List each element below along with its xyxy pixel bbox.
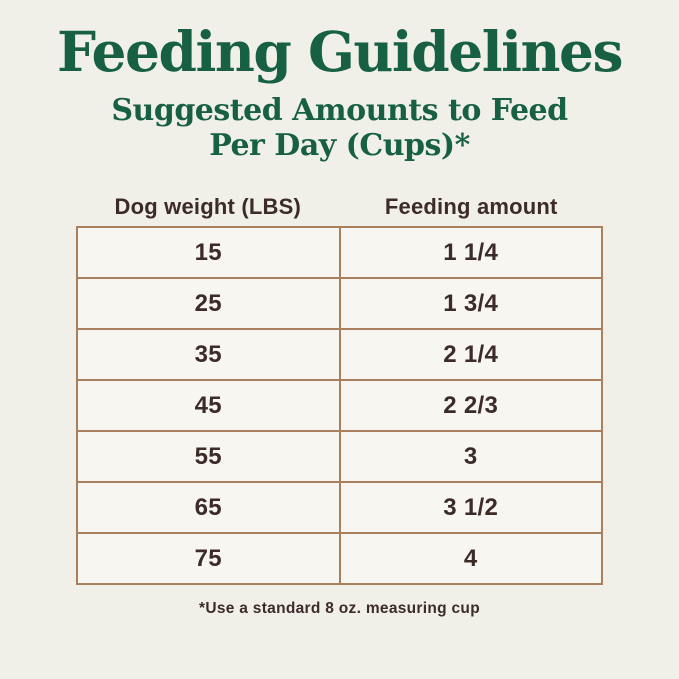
column-header-feeding-amount: Feeding amount <box>384 194 558 220</box>
dog-weight-cell: 15 <box>76 226 341 280</box>
feeding-amount-cell: 2 1/4 <box>338 328 603 382</box>
feeding-amount-cell: 1 1/4 <box>338 226 603 280</box>
table-column-headers: Dog weight (LBS) Feeding amount <box>76 194 603 220</box>
dog-weight-cell: 65 <box>76 481 341 535</box>
dog-weight-cell: 25 <box>76 277 341 331</box>
page-subtitle: Suggested Amounts to Feed Per Day (Cups)… <box>0 94 679 163</box>
dog-weight-cell: 45 <box>76 379 341 433</box>
feeding-table: 15 1 1/4 25 1 3/4 35 2 1/4 45 2 2/3 55 3 65 3 1/2 75… <box>76 226 603 586</box>
table-row: 65 3 1/2 <box>76 481 603 535</box>
feeding-amount-cell: 4 <box>338 532 603 586</box>
feeding-amount-cell: 3 1/2 <box>338 481 603 535</box>
table-row: 75 4 <box>76 532 603 586</box>
feeding-amount-cell: 1 3/4 <box>338 277 603 331</box>
dog-weight-cell: 75 <box>76 532 341 586</box>
footnote: *Use a standard 8 oz. measuring cup <box>199 600 480 618</box>
feeding-amount-cell: 3 <box>338 430 603 484</box>
feeding-table-body: 15 1 1/4 25 1 3/4 35 2 1/4 45 2 2/3 55 3 65 3 1/2 75… <box>76 226 603 586</box>
feeding-amount-cell: 2 2/3 <box>338 379 603 433</box>
dog-weight-cell: 55 <box>76 430 341 484</box>
page-title: Feeding Guidelines <box>56 19 624 84</box>
table-row: 45 2 2/3 <box>76 379 603 433</box>
table-row: 35 2 1/4 <box>76 328 603 382</box>
subtitle-line-2: Per Day (Cups)* <box>209 127 470 163</box>
dog-weight-cell: 35 <box>76 328 341 382</box>
subtitle-line-1: Suggested Amounts to Feed <box>111 93 568 129</box>
table-row: 15 1 1/4 <box>76 226 603 280</box>
table-row: 25 1 3/4 <box>76 277 603 331</box>
column-header-dog-weight: Dog weight (LBS) <box>114 194 301 220</box>
table-row: 55 3 <box>76 430 603 484</box>
